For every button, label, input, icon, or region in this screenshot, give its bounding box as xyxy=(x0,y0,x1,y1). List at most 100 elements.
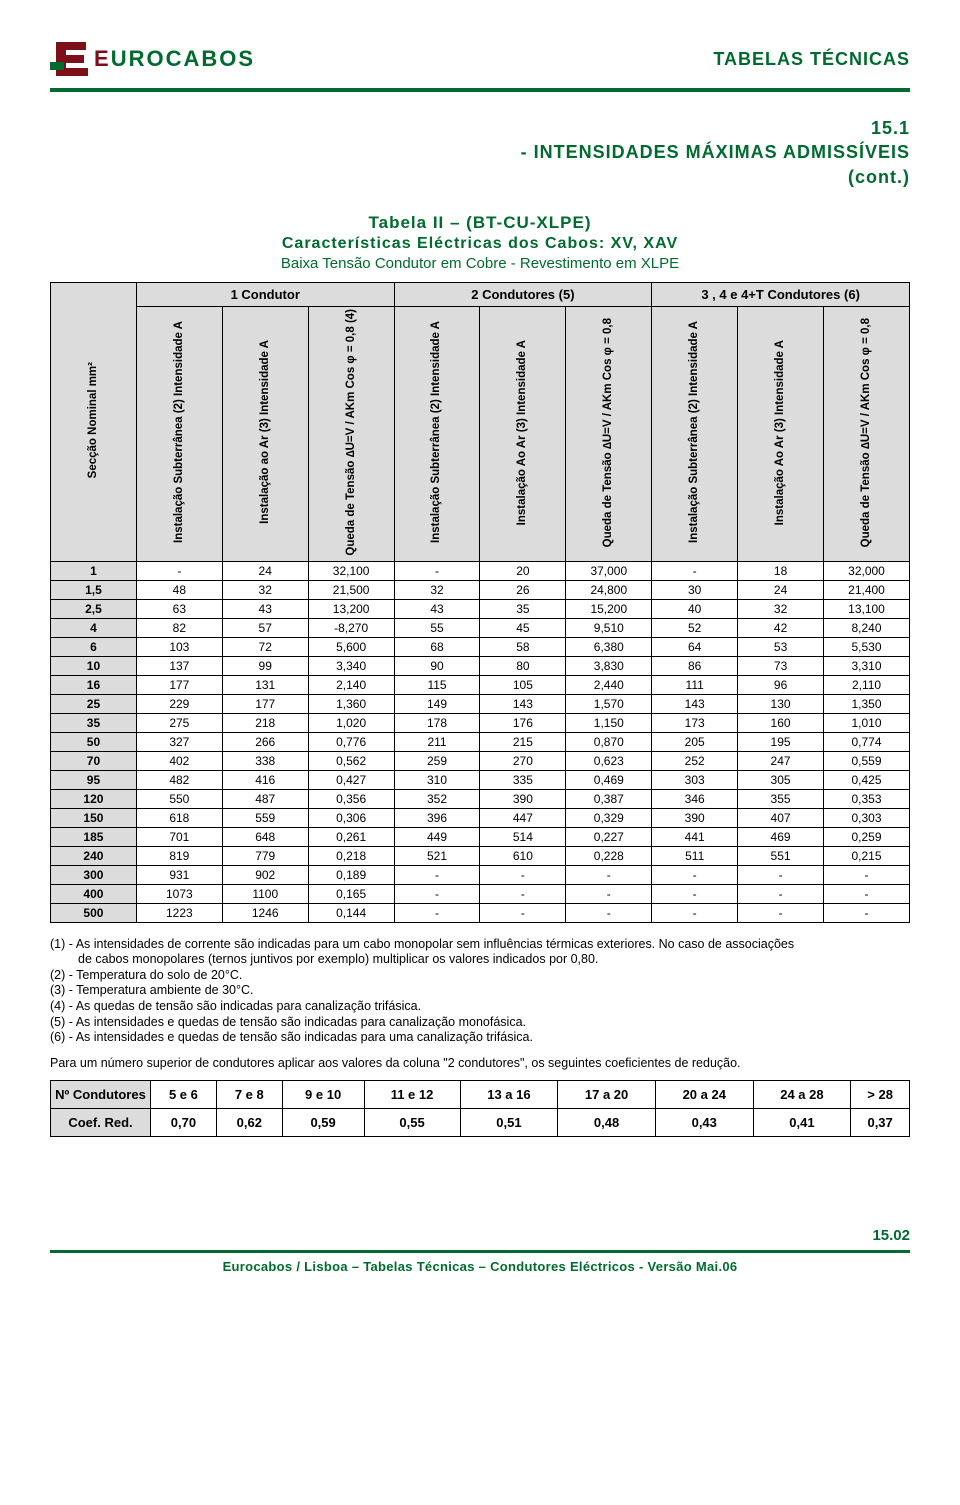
note-5: (5) - As intensidades e quedas de tensão… xyxy=(50,1015,910,1031)
cell-value: 305 xyxy=(738,770,824,789)
cell-value: 441 xyxy=(652,827,738,846)
cell-value: 0,189 xyxy=(308,865,394,884)
page-number: 15.02 xyxy=(50,1227,910,1244)
col-g3-ar: Instalação Ao Ar (3) Intensidade A xyxy=(738,306,824,561)
notes-block: (1) - As intensidades de corrente são in… xyxy=(50,937,910,1046)
cell-value: - xyxy=(824,865,910,884)
cell-value: 550 xyxy=(136,789,222,808)
cell-value: 82 xyxy=(136,618,222,637)
cell-value: 8,240 xyxy=(824,618,910,637)
coef-cell: 17 a 20 xyxy=(558,1080,656,1108)
cell-value: 0,228 xyxy=(566,846,652,865)
cell-value: 211 xyxy=(394,732,480,751)
cell-value: 21,400 xyxy=(824,580,910,599)
cell-value: - xyxy=(394,561,480,580)
cell-value: 0,427 xyxy=(308,770,394,789)
cell-value: 35 xyxy=(480,599,566,618)
note-4: (4) - As quedas de tensão são indicadas … xyxy=(50,999,910,1015)
cell-value: - xyxy=(394,865,480,884)
cell-value: 177 xyxy=(136,675,222,694)
cell-value: - xyxy=(652,884,738,903)
cell-value: - xyxy=(652,903,738,922)
cell-value: 482 xyxy=(136,770,222,789)
coef-cell: 0,51 xyxy=(460,1108,558,1136)
cell-value: 648 xyxy=(222,827,308,846)
cell-value: 0,469 xyxy=(566,770,652,789)
cell-value: 177 xyxy=(222,694,308,713)
cell-value: 416 xyxy=(222,770,308,789)
logo-mark-icon xyxy=(50,40,90,78)
cell-value: 15,200 xyxy=(566,599,652,618)
cell-value: 0,562 xyxy=(308,751,394,770)
cell-value: 176 xyxy=(480,713,566,732)
cell-value: - xyxy=(480,884,566,903)
col-g2-ar: Instalação Ao Ar (3) Intensidade A xyxy=(480,306,566,561)
cell-value: - xyxy=(738,884,824,903)
cell-seccao: 150 xyxy=(51,808,137,827)
cell-value: 310 xyxy=(394,770,480,789)
cell-value: 160 xyxy=(738,713,824,732)
cell-value: 218 xyxy=(222,713,308,732)
cell-seccao: 185 xyxy=(51,827,137,846)
cell-value: 270 xyxy=(480,751,566,770)
table-row: 252291771,3601491431,5701431301,350 xyxy=(51,694,910,713)
cell-value: 0,623 xyxy=(566,751,652,770)
cell-value: 13,100 xyxy=(824,599,910,618)
col-g1-queda: Queda de Tensão ∆U=V / AKm Cos φ = 0,8 (… xyxy=(308,306,394,561)
cell-value: 6,380 xyxy=(566,637,652,656)
table-row: 1205504870,3563523900,3873463550,353 xyxy=(51,789,910,808)
section-number: 15.1 xyxy=(50,116,910,140)
cell-seccao: 1 xyxy=(51,561,137,580)
coef-cell: 0,37 xyxy=(851,1108,910,1136)
cell-value: 1246 xyxy=(222,903,308,922)
cell-value: 335 xyxy=(480,770,566,789)
table-row: 10137993,34090803,83086733,310 xyxy=(51,656,910,675)
cell-value: 43 xyxy=(394,599,480,618)
coef-cell: 0,43 xyxy=(655,1108,753,1136)
cell-value: 449 xyxy=(394,827,480,846)
cell-value: 137 xyxy=(136,656,222,675)
table-row: 1,5483221,500322624,800302421,400 xyxy=(51,580,910,599)
cell-value: 487 xyxy=(222,789,308,808)
table-row: 2408197790,2185216100,2285115510,215 xyxy=(51,846,910,865)
main-data-table: Secção Nominal mm² 1 Condutor 2 Condutor… xyxy=(50,282,910,923)
cell-value: 2,140 xyxy=(308,675,394,694)
cell-value: 514 xyxy=(480,827,566,846)
cell-value: 0,215 xyxy=(824,846,910,865)
table-row: 352752181,0201781761,1501731601,010 xyxy=(51,713,910,732)
coef-cell: 0,48 xyxy=(558,1108,656,1136)
cell-value: 0,144 xyxy=(308,903,394,922)
group-3-condutores: 3 , 4 e 4+T Condutores (6) xyxy=(652,282,910,306)
coef-cell: 9 e 10 xyxy=(282,1080,364,1108)
coef-cell: 0,59 xyxy=(282,1108,364,1136)
cell-value: 469 xyxy=(738,827,824,846)
cell-seccao: 95 xyxy=(51,770,137,789)
cell-value: 3,830 xyxy=(566,656,652,675)
cell-value: 57 xyxy=(222,618,308,637)
cell-value: - xyxy=(566,865,652,884)
cell-value: 42 xyxy=(738,618,824,637)
cell-value: 32 xyxy=(738,599,824,618)
cell-seccao: 1,5 xyxy=(51,580,137,599)
cell-value: - xyxy=(824,884,910,903)
cell-value: 396 xyxy=(394,808,480,827)
col-g3-queda: Queda de Tensão ∆U=V / AKm Cos φ = 0,8 xyxy=(824,306,910,561)
cell-value: 303 xyxy=(652,770,738,789)
coef-cell: 7 e 8 xyxy=(216,1080,282,1108)
cell-value: 346 xyxy=(652,789,738,808)
section-title: 15.1 - INTENSIDADES MÁXIMAS ADMISSÍVEIS … xyxy=(50,116,910,189)
cell-value: 205 xyxy=(652,732,738,751)
note-6: (6) - As intensidades e quedas de tensão… xyxy=(50,1030,910,1046)
cell-value: - xyxy=(480,865,566,884)
cell-value: 53 xyxy=(738,637,824,656)
cell-value: 99 xyxy=(222,656,308,675)
cell-value: 0,218 xyxy=(308,846,394,865)
cell-value: 111 xyxy=(652,675,738,694)
cell-value: - xyxy=(136,561,222,580)
cell-value: 355 xyxy=(738,789,824,808)
cell-value: - xyxy=(566,903,652,922)
header-rule xyxy=(50,88,910,92)
logo: EUROCABOS xyxy=(50,40,255,78)
cell-value: 2,440 xyxy=(566,675,652,694)
cell-value: 5,600 xyxy=(308,637,394,656)
